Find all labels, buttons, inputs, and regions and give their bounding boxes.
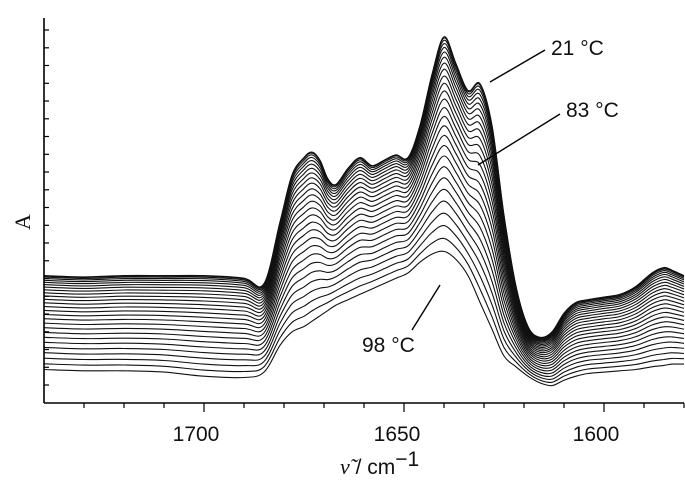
spectrum-curve-24 [43,212,685,378]
annotation-21c-label: 21 °C [551,37,604,60]
annotation-21c: 21 °C [489,37,604,83]
spectrum-curve-16 [43,125,685,358]
spectrum-curve-11 [43,82,685,349]
x-tick-label-1650: 1650 [374,423,421,446]
spectrum-curve-5 [43,46,685,341]
annotation-83c-label: 83 °C [566,99,619,122]
spectrum-curve-22 [43,188,685,372]
spectrum-curve-4 [43,43,685,340]
x-ticks [83,403,685,412]
annotation-98c-leader [411,284,441,331]
spectrum-curve-8 [43,62,685,344]
spectrum-curve-6 [43,51,685,342]
x-tick-label-1700: 1700 [173,423,220,446]
spectrum-curve-21 [43,177,685,369]
x-axis-label-unit: / cm [350,456,396,479]
spectrum-curve-25 [43,225,685,380]
annotation-83c-leader [477,113,561,166]
spectrum-curve-13 [43,98,685,352]
spectrum-curve-12 [43,90,685,350]
annotation-98c-label: 98 °C [362,334,415,357]
spectrum-curve-9 [43,68,685,346]
spectrum-curve-26 [43,237,685,384]
y-axis-label: A [10,214,35,230]
x-axis-label: ν̃ / cm−1 [340,448,419,479]
spectrum-curve-10 [43,75,685,347]
spectrum-curve-27 [43,250,685,387]
spectrum-curve-17 [43,134,685,360]
spectrum-curve-19 [43,155,685,364]
annotation-83c: 83 °C [477,99,619,166]
spectrum-curve-15 [43,115,685,356]
x-tick-label-1600: 1600 [573,423,620,446]
x-axis-label-exponent: −1 [395,448,419,471]
annotation-98c: 98 °C [362,284,441,357]
spectrum-curve-23 [43,200,685,375]
annotation-21c-leader [489,49,546,83]
spectra-curves [43,36,685,387]
spectrum-curve-7 [43,56,685,343]
spectrum-curve-14 [43,107,685,354]
spectrum-curve-18 [43,144,685,362]
spectrum-curve-20 [43,166,685,367]
y-ticks [44,29,49,386]
